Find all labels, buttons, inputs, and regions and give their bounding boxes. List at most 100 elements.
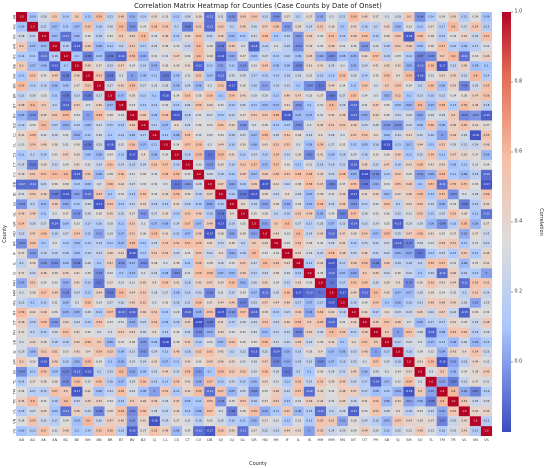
- heatmap-cell-value: 0.45: [373, 271, 379, 275]
- heatmap-cell-value: 0.6: [141, 34, 145, 38]
- heatmap-cell: [469, 297, 481, 308]
- heatmap-cell: [392, 337, 404, 348]
- heatmap-cell-value: -0.14: [350, 222, 357, 226]
- heatmap-cell: [60, 189, 72, 200]
- heatmap-cell: [270, 140, 282, 151]
- heatmap-cell-value: 0.16: [30, 320, 36, 324]
- heatmap-cell: [193, 110, 205, 121]
- heatmap-cell: [115, 396, 127, 407]
- heatmap-cell-value: -0.17: [483, 182, 490, 186]
- heatmap-cell: [237, 406, 249, 417]
- heatmap-cell: [403, 169, 415, 180]
- heatmap-cell-value: 0.24: [395, 133, 401, 137]
- heatmap-cell-value: 0.08: [96, 389, 102, 393]
- heatmap-cell-value: 0.14: [428, 14, 434, 18]
- heatmap-cell: [27, 31, 39, 42]
- heatmap-cell-value: -0.16: [129, 251, 136, 255]
- heatmap-cell: [425, 386, 437, 397]
- heatmap-cell: [60, 426, 72, 437]
- heatmap-cell: [392, 376, 404, 387]
- heatmap-cell: [381, 228, 393, 239]
- heatmap-cell-value: 0.58: [196, 300, 202, 304]
- heatmap-cell-value: 0.35: [85, 330, 91, 334]
- heatmap-cell-value: 0.05: [351, 172, 357, 176]
- heatmap-cell-value: 0.24: [229, 379, 235, 383]
- heatmap-cell: [348, 159, 360, 170]
- heatmap-cell: [314, 317, 326, 328]
- heatmap-cell-value: 0.32: [450, 291, 456, 295]
- heatmap-cell: [414, 297, 426, 308]
- heatmap-cell: [469, 386, 481, 397]
- heatmap-cell: [370, 386, 382, 397]
- heatmap-cell: [148, 31, 160, 42]
- heatmap-cell: [148, 337, 160, 348]
- heatmap-cell-value: 0.57: [351, 93, 357, 97]
- heatmap-cell: [38, 71, 50, 82]
- heatmap-cell: [359, 169, 371, 180]
- heatmap-cell-value: 0.47: [118, 330, 124, 334]
- heatmap-cell-value: 0.37: [240, 54, 246, 58]
- heatmap-cell-value: 0.07: [52, 34, 58, 38]
- heatmap-cell-value: 0.5: [451, 113, 455, 117]
- heatmap-cell-value: 0.34: [284, 241, 290, 245]
- heatmap-cell-value: -0.03: [129, 24, 136, 28]
- heatmap-cell-value: 0.23: [362, 241, 368, 245]
- heatmap-cell-value: 0.04: [140, 54, 146, 58]
- heatmap-cell-value: 0.19: [295, 350, 301, 354]
- heatmap-cell: [38, 406, 50, 417]
- heatmap-cell-value: 0.6: [197, 54, 201, 58]
- heatmap-cell-value: 0.06: [96, 152, 102, 156]
- heatmap-cell: [193, 81, 205, 91]
- heatmap-cell: [93, 297, 105, 308]
- heatmap-cell-value: 0.42: [140, 202, 146, 206]
- heatmap-cell: [259, 100, 271, 111]
- heatmap-cell: [303, 189, 315, 200]
- heatmap-cell-value: 0.22: [384, 251, 390, 255]
- heatmap-cells: 1.0 0.09 0.28 0.5 0.14 0.5 0.11 0.59 0.21 0.48 0.0…: [16, 12, 493, 437]
- heatmap-cell: [126, 140, 138, 151]
- heatmap-cell-value: 0: [154, 389, 156, 393]
- heatmap-cell: [126, 150, 138, 160]
- heatmap-cell-value: 0.31: [473, 241, 479, 245]
- heatmap-cell: [248, 386, 260, 397]
- heatmap-cell: [204, 288, 216, 298]
- heatmap-cell-value: 0.44: [218, 330, 224, 334]
- heatmap-cell-value: 0.4: [318, 133, 322, 137]
- heatmap-cell: [49, 51, 61, 62]
- heatmap-cell-value: 0.51: [140, 291, 146, 295]
- heatmap-cell: [480, 317, 493, 328]
- heatmap-cell-value: 0.24: [74, 320, 80, 324]
- heatmap-cell-value: 0.29: [484, 399, 490, 403]
- heatmap-cell-value: 0.28: [473, 192, 479, 196]
- heatmap-cell: [348, 120, 360, 131]
- heatmap-cell: [248, 228, 260, 239]
- heatmap-cell: [71, 337, 83, 348]
- heatmap-cell-value: 0.2: [230, 350, 234, 354]
- heatmap-cell-value: 0.27: [273, 340, 279, 344]
- heatmap-cell: [447, 278, 459, 289]
- heatmap-cell-value: 0.3: [418, 379, 422, 383]
- heatmap-cell-value: 0.23: [284, 152, 290, 156]
- heatmap-cell: [159, 248, 172, 259]
- heatmap-cell: [204, 61, 216, 72]
- heatmap-cell-value: 0.11: [450, 172, 456, 176]
- heatmap-cell-value: 0.23: [484, 241, 490, 245]
- heatmap-cell-value: 0.6: [42, 123, 46, 127]
- heatmap-cell: [137, 416, 149, 427]
- heatmap-cell-value: 0.43: [450, 83, 456, 87]
- heatmap-cell-value: 0.11: [174, 360, 180, 364]
- heatmap-cell: [104, 120, 116, 131]
- heatmap-cell-value: 0.09: [52, 409, 58, 413]
- heatmap-cell-value: 0.44: [96, 291, 102, 295]
- heatmap-cell-value: 0.32: [52, 429, 58, 433]
- heatmap-cell-value: 0.3: [75, 300, 79, 304]
- heatmap-cell-value: -0.13: [328, 271, 335, 275]
- heatmap-cell-value: 0.31: [185, 419, 191, 423]
- heatmap-cell-value: 0.51: [262, 113, 268, 117]
- heatmap-cell-value: 0.45: [129, 34, 135, 38]
- heatmap-cell: [314, 71, 326, 82]
- heatmap-cell-value: 0.29: [373, 222, 379, 226]
- heatmap-cell-value: 0.2: [374, 24, 378, 28]
- heatmap-cell-value: 0.59: [129, 54, 135, 58]
- heatmap-cell: [182, 268, 194, 279]
